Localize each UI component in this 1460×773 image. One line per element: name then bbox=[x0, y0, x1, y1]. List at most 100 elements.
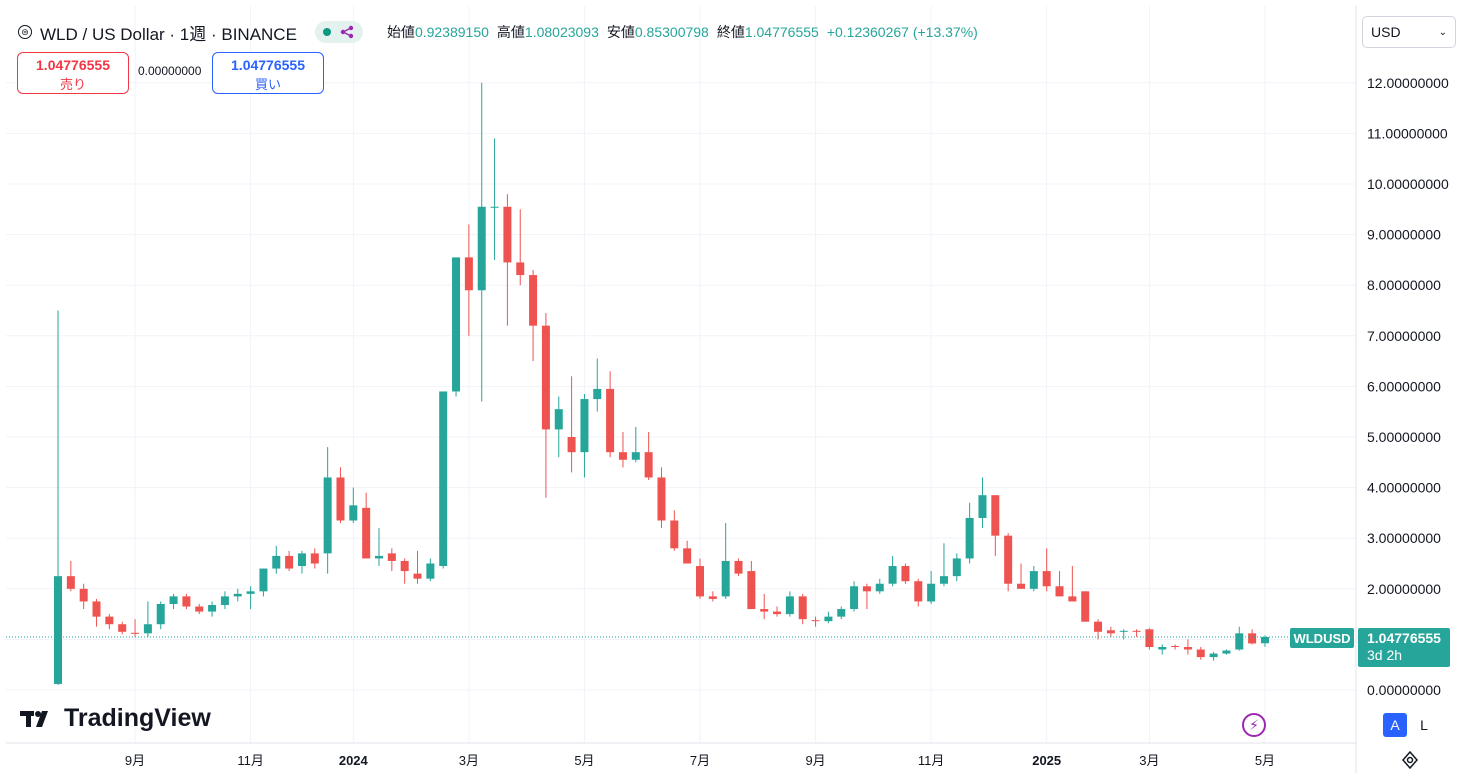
y-tick-label: 10.00000000 bbox=[1367, 176, 1449, 192]
candle-body bbox=[400, 560, 409, 572]
candle-body bbox=[1171, 645, 1180, 647]
x-tick-label: 9月 bbox=[805, 753, 825, 768]
candle bbox=[182, 593, 191, 610]
y-tick-label: 5.00000000 bbox=[1367, 429, 1441, 445]
candle bbox=[297, 550, 306, 574]
y-tick-label: 8.00000000 bbox=[1367, 277, 1441, 293]
buy-price: 1.04776555 bbox=[231, 57, 305, 73]
candle bbox=[862, 583, 871, 610]
candle-body bbox=[1260, 636, 1269, 644]
candle-body bbox=[182, 596, 191, 607]
lightning-icon[interactable]: ⚡ bbox=[1242, 713, 1266, 737]
candle bbox=[310, 548, 319, 569]
candle bbox=[1055, 571, 1064, 597]
candle bbox=[195, 603, 204, 615]
candle bbox=[785, 591, 794, 617]
candle bbox=[618, 431, 627, 468]
candle-body bbox=[1248, 633, 1257, 644]
candle-body bbox=[721, 560, 730, 597]
candle bbox=[349, 487, 358, 524]
candle bbox=[939, 543, 948, 587]
price-scale[interactable]: 0.000000001.000000002.000000003.00000000… bbox=[1367, 75, 1449, 698]
symbol-title[interactable]: WLD / US Dollar · 1週 · BINANCE bbox=[40, 24, 297, 44]
candle bbox=[118, 621, 127, 635]
x-tick-label: 3月 bbox=[459, 753, 479, 768]
market-status-pill[interactable] bbox=[314, 21, 363, 43]
x-tick-label: 3月 bbox=[1139, 753, 1159, 768]
y-tick-label: 4.00000000 bbox=[1367, 480, 1441, 496]
candle bbox=[1119, 629, 1128, 640]
candle bbox=[1068, 566, 1077, 602]
candle-body bbox=[734, 560, 743, 574]
candle bbox=[439, 391, 448, 569]
buy-button[interactable]: 1.04776555 買い bbox=[212, 52, 324, 94]
tradingview-logo[interactable]: TradingView bbox=[20, 704, 211, 733]
candle bbox=[362, 492, 371, 559]
y-tick-label: 0.00000000 bbox=[1367, 682, 1441, 698]
candle-body bbox=[1183, 646, 1192, 650]
currency-icon: ⊜ bbox=[18, 25, 32, 39]
candle-body bbox=[914, 581, 923, 602]
candle-body bbox=[1004, 535, 1013, 584]
candle-body bbox=[1132, 630, 1141, 632]
candle bbox=[208, 601, 217, 617]
candle-body bbox=[1029, 571, 1038, 589]
settings-icon[interactable] bbox=[1400, 750, 1420, 770]
candle-body bbox=[1106, 630, 1115, 634]
candle bbox=[1145, 628, 1154, 650]
candle-body bbox=[246, 591, 255, 594]
candle bbox=[220, 591, 229, 610]
candle bbox=[387, 548, 396, 572]
candle-body bbox=[297, 553, 306, 567]
candle-body bbox=[773, 611, 782, 615]
candle bbox=[79, 583, 88, 610]
last-price-badge: 1.04776555 3d 2h bbox=[1358, 628, 1450, 667]
sell-button[interactable]: 1.04776555 売り bbox=[17, 52, 129, 94]
candle bbox=[965, 502, 974, 564]
candle-body bbox=[606, 388, 615, 453]
candle bbox=[233, 588, 242, 602]
candle-body bbox=[965, 517, 974, 559]
candle-body bbox=[824, 616, 833, 622]
candle bbox=[143, 601, 152, 637]
candle-body bbox=[875, 583, 884, 592]
candle-body bbox=[580, 399, 589, 453]
candle bbox=[66, 560, 75, 592]
candle-body bbox=[1068, 596, 1077, 602]
candle bbox=[798, 593, 807, 625]
candle-body bbox=[554, 409, 563, 430]
candle bbox=[464, 224, 473, 336]
candle-body bbox=[541, 325, 550, 430]
candle-body bbox=[323, 477, 332, 554]
x-tick-label: 7月 bbox=[690, 753, 710, 768]
candle-body bbox=[798, 596, 807, 620]
candle-body bbox=[1222, 650, 1231, 654]
candle bbox=[1017, 563, 1025, 589]
candle-body bbox=[349, 505, 358, 521]
candle-body bbox=[387, 553, 396, 561]
chevron-down-icon: ⌄ bbox=[1438, 26, 1447, 38]
currency-select[interactable]: USD ⌄ bbox=[1362, 16, 1456, 48]
candle bbox=[850, 581, 859, 612]
auto-scale-button[interactable]: A bbox=[1383, 713, 1407, 737]
candle bbox=[259, 568, 268, 597]
time-scale[interactable]: 9月 11月 2024 3月 5月 7月 9月 11月 2025 3月 5月 bbox=[125, 753, 1275, 768]
candle-body bbox=[310, 553, 319, 564]
x-tick-label: 2025 bbox=[1032, 753, 1061, 768]
candle bbox=[54, 310, 62, 685]
log-scale-button[interactable]: L bbox=[1420, 717, 1428, 733]
candle bbox=[811, 616, 820, 627]
candle-body bbox=[901, 566, 910, 582]
candle bbox=[323, 447, 332, 574]
candle bbox=[978, 477, 987, 529]
chart-header: ⊜ WLD / US Dollar · 1週 · BINANCE 始値 0.923… bbox=[18, 18, 978, 46]
candle-body bbox=[683, 548, 692, 564]
candle bbox=[734, 558, 743, 577]
tradingview-logo-icon bbox=[20, 710, 48, 727]
candle-body bbox=[66, 576, 75, 589]
y-tick-label: 12.00000000 bbox=[1367, 75, 1449, 91]
candle bbox=[336, 467, 345, 524]
high-value: 1.08023093 bbox=[524, 24, 599, 40]
candle-body bbox=[1119, 630, 1128, 632]
